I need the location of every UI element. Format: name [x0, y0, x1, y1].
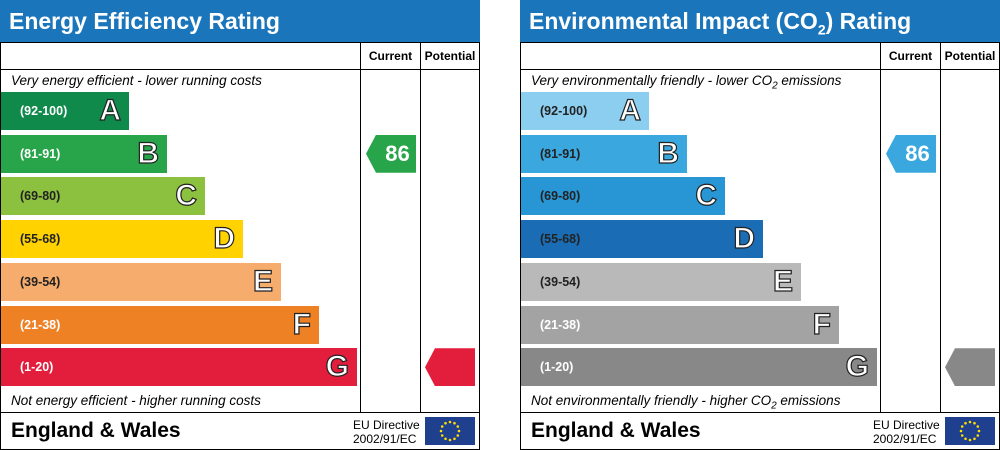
rating-band-f: (21-38) F: [521, 305, 839, 344]
band-letter: C: [175, 179, 198, 213]
band-letter: B: [657, 136, 680, 170]
panel-title: Energy Efficiency Rating: [0, 0, 480, 42]
band-letter: A: [619, 93, 642, 127]
band-letter: E: [772, 264, 793, 298]
band-range-label: (1-20): [20, 360, 54, 375]
band-range-label: (81-91): [20, 146, 61, 161]
rating-band-d: (55-68) D: [521, 220, 763, 259]
band-letter: C: [695, 179, 718, 213]
rating-band-e: (39-54) E: [521, 262, 801, 301]
band-letter: D: [213, 221, 236, 256]
environmental-impact-panel: Environmental Impact (CO2) Rating Curren…: [520, 0, 1000, 450]
rating-band-a: (92-100) A: [1, 92, 129, 130]
rating-band-b: (81-91) B: [1, 134, 167, 173]
band-range-label: (55-68): [20, 232, 61, 247]
band-range-label: (39-54): [540, 274, 581, 289]
rating-band-g: (1-20) G: [1, 348, 357, 387]
band-range-label: (81-91): [540, 146, 581, 161]
bottom-note: Not environmentally friendly - higher CO…: [531, 393, 841, 412]
band-letter: F: [812, 307, 832, 341]
band-letter: F: [292, 307, 312, 341]
band-letter: B: [137, 136, 160, 170]
band-range-label: (55-68): [540, 232, 581, 247]
band-letter: G: [325, 350, 350, 384]
eu-flag-icon: [425, 417, 475, 445]
rating-band-c: (69-80) C: [521, 177, 725, 216]
eu-directive: EU Directive 2002/91/EC: [873, 418, 940, 446]
energy-efficiency-panel: Energy Efficiency Rating Current Potenti…: [0, 0, 480, 450]
rating-band-g: (1-20) G: [521, 348, 877, 387]
rating-band-f: (21-38) F: [1, 305, 319, 344]
top-note: Very environmentally friendly - lower CO…: [531, 73, 842, 92]
band-range-label: (69-80): [20, 189, 61, 204]
band-range-label: (92-100): [540, 104, 588, 118]
band-range-label: (39-54): [20, 274, 61, 289]
region-label: England & Wales: [531, 419, 701, 442]
band-range-label: (1-20): [540, 360, 574, 375]
rating-band-d: (55-68) D: [1, 220, 243, 259]
region-label: England & Wales: [11, 419, 181, 442]
potential-column-header: Potential: [424, 49, 476, 63]
band-range-label: (21-38): [20, 317, 61, 332]
band-letter: G: [845, 350, 870, 384]
potential-rating-arrow: [425, 348, 475, 387]
potential-rating-arrow: [945, 348, 995, 387]
rating-band-a: (92-100) A: [521, 92, 649, 130]
rating-band-e: (39-54) E: [1, 262, 281, 301]
rating-band-b: (81-91) B: [521, 134, 687, 173]
panel-title: Environmental Impact (CO2) Rating: [520, 0, 1000, 42]
current-rating-arrow: 86: [886, 134, 936, 173]
top-note: Very energy efficient - lower running co…: [11, 73, 262, 88]
potential-column-header: Potential: [944, 49, 996, 63]
band-letter: D: [733, 221, 756, 256]
band-range-label: (92-100): [20, 104, 68, 118]
current-column-header: Current: [368, 49, 413, 63]
current-column-header: Current: [888, 49, 933, 63]
rating-frame: Current Potential Very environmentally f…: [520, 42, 1000, 450]
rating-band-c: (69-80) C: [1, 177, 205, 216]
band-range-label: (21-38): [540, 317, 581, 332]
band-range-label: (69-80): [540, 189, 581, 204]
band-letter: E: [252, 264, 273, 298]
current-rating-arrow: 86: [366, 134, 416, 173]
eu-directive: EU Directive 2002/91/EC: [353, 418, 420, 446]
eu-flag-icon: [945, 417, 995, 445]
bottom-note: Not energy efficient - higher running co…: [11, 393, 261, 408]
rating-frame: Current Potential Very energy efficient …: [0, 42, 480, 450]
band-letter: A: [99, 93, 122, 127]
